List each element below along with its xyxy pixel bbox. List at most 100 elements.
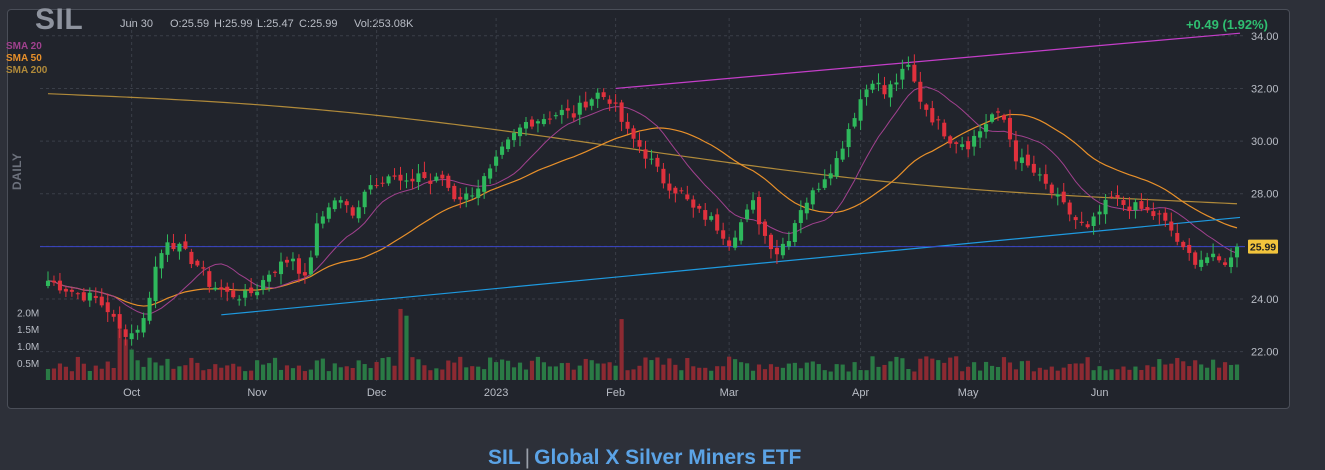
volume-bar — [225, 365, 230, 380]
candle-body — [482, 176, 487, 192]
volume-bar — [392, 365, 397, 380]
volume-bar — [523, 369, 529, 380]
candle-body — [458, 196, 463, 200]
candle-body — [350, 207, 355, 216]
candle-body — [990, 114, 995, 122]
candle-body — [637, 140, 642, 147]
candle-body — [1175, 232, 1180, 242]
candle-body — [512, 132, 517, 141]
volume-bar — [356, 360, 361, 380]
candle-body — [828, 173, 833, 179]
candle-body — [1037, 174, 1042, 176]
volume-bar — [858, 370, 863, 380]
volume-bar — [99, 368, 104, 380]
open-value: O:25.59 — [170, 18, 210, 30]
volume-bar — [153, 362, 158, 380]
candle-body — [308, 257, 313, 275]
candle-body — [547, 118, 552, 120]
legend-sma20[interactable]: SMA 20 — [6, 41, 42, 52]
candle-body — [703, 210, 708, 220]
candle-body — [237, 299, 242, 301]
volume-bar — [147, 357, 152, 380]
candle-body — [559, 109, 564, 116]
y-tick-label: 30.00 — [1251, 136, 1279, 148]
candle-body — [960, 144, 965, 147]
volume-bar — [1193, 360, 1198, 380]
candle-body — [535, 121, 540, 124]
candle-body — [978, 131, 983, 138]
volume-bar — [1151, 366, 1156, 380]
candle-body — [1031, 163, 1036, 173]
volume-bar — [1085, 357, 1090, 380]
volume-bar — [786, 363, 791, 380]
volume-bar — [942, 362, 947, 380]
volume-bar — [661, 364, 666, 380]
volume-bar — [434, 368, 439, 380]
volume-bar — [1091, 370, 1096, 380]
volume-bar — [1049, 366, 1054, 380]
candle-body — [810, 190, 815, 205]
candle-body — [159, 253, 164, 269]
volume-bar — [744, 363, 750, 380]
volume-bar — [535, 356, 541, 380]
volume-bar — [1216, 367, 1222, 380]
candle-body — [75, 293, 80, 295]
price-chart[interactable]: 22.0024.0026.0028.0030.0032.0034.00OctNo… — [0, 0, 1325, 456]
volume-bar — [213, 364, 218, 380]
candle-body — [1109, 196, 1114, 198]
candle-body — [745, 209, 750, 220]
x-tick-label: Feb — [606, 387, 625, 399]
candle-body — [601, 92, 606, 98]
candle-body — [1043, 174, 1048, 184]
candle-body — [1025, 154, 1030, 166]
candle-body — [392, 175, 397, 177]
legend-sma200[interactable]: SMA 200 — [6, 65, 48, 76]
candle-body — [816, 188, 821, 190]
candle-body — [380, 182, 385, 184]
candle-body — [273, 271, 278, 273]
volume-bar — [1205, 367, 1210, 380]
volume-bar — [989, 365, 995, 380]
candle-body — [984, 124, 989, 132]
candle-body — [583, 101, 588, 108]
candle-body — [278, 261, 284, 275]
legend-sma50[interactable]: SMA 50 — [6, 53, 42, 64]
candle-body — [936, 119, 941, 121]
candle-body — [105, 302, 110, 313]
volume-bar — [1025, 360, 1030, 380]
candle-body — [356, 207, 361, 219]
volume-bar — [308, 369, 313, 380]
candle-body — [774, 247, 779, 255]
candle-body — [876, 82, 881, 85]
volume-bar — [703, 367, 708, 380]
volume-bar — [141, 366, 146, 380]
candle-body — [846, 129, 851, 148]
candle-body — [798, 210, 803, 223]
volume-bar — [553, 366, 558, 380]
volume-bar — [709, 370, 714, 380]
volume-bar — [177, 366, 182, 380]
candle-body — [1001, 115, 1007, 120]
candle-body — [727, 240, 732, 247]
candle-body — [1223, 262, 1228, 265]
volume-bar — [673, 364, 678, 380]
volume-bar — [81, 363, 86, 380]
volume-bar — [1157, 359, 1162, 380]
candle-body — [81, 292, 86, 301]
candle-body — [541, 119, 546, 125]
volume-tick-label: 2.0M — [17, 308, 39, 319]
volume-bar — [1109, 369, 1114, 380]
volume-bar — [422, 365, 427, 380]
candle-body — [434, 176, 439, 181]
volume-bar — [452, 362, 457, 380]
volume-bar — [774, 366, 780, 380]
volume-bar — [302, 371, 308, 380]
candle-body — [888, 84, 893, 98]
volume-bar — [1222, 362, 1228, 380]
volume-bar — [679, 370, 684, 380]
volume-bar — [906, 368, 911, 380]
volume-bar — [332, 363, 337, 380]
candle-body — [1151, 211, 1156, 217]
candle-body — [171, 243, 176, 250]
volume-bar — [882, 364, 887, 380]
